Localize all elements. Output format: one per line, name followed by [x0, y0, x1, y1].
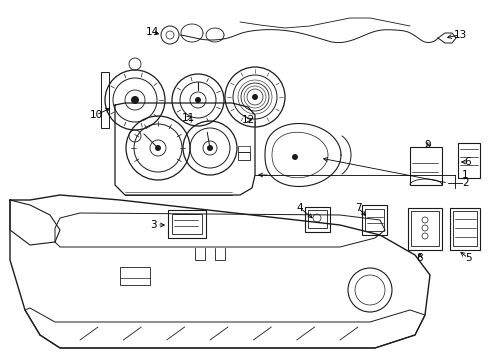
Text: 10: 10 — [89, 110, 102, 120]
Bar — [361, 205, 386, 235]
Text: 13: 13 — [452, 30, 466, 40]
Circle shape — [131, 96, 139, 104]
Text: 7: 7 — [354, 203, 361, 213]
Bar — [238, 152, 249, 160]
Circle shape — [206, 145, 213, 151]
Text: 2: 2 — [461, 178, 468, 188]
Bar — [307, 210, 326, 228]
Bar — [238, 146, 249, 152]
Text: 11: 11 — [181, 113, 194, 123]
Text: 12: 12 — [241, 115, 254, 125]
Circle shape — [251, 94, 258, 100]
Bar — [409, 147, 441, 185]
Text: 9: 9 — [424, 140, 430, 150]
Bar — [120, 267, 150, 285]
Text: 4: 4 — [296, 203, 303, 213]
Bar — [364, 209, 383, 231]
Bar — [305, 207, 329, 232]
Text: 6: 6 — [464, 157, 470, 167]
Bar — [101, 72, 109, 128]
Bar — [457, 143, 479, 178]
Circle shape — [155, 145, 161, 151]
Bar — [449, 208, 479, 250]
Bar — [407, 208, 441, 250]
Circle shape — [291, 154, 297, 160]
Text: 8: 8 — [416, 253, 423, 263]
Bar — [410, 211, 438, 246]
Bar — [172, 214, 202, 234]
Text: 1: 1 — [461, 170, 468, 180]
Bar — [452, 211, 476, 246]
Text: 5: 5 — [464, 253, 470, 263]
Circle shape — [195, 97, 201, 103]
Bar — [168, 210, 205, 238]
Text: 3: 3 — [150, 220, 157, 230]
Text: 14: 14 — [145, 27, 158, 37]
